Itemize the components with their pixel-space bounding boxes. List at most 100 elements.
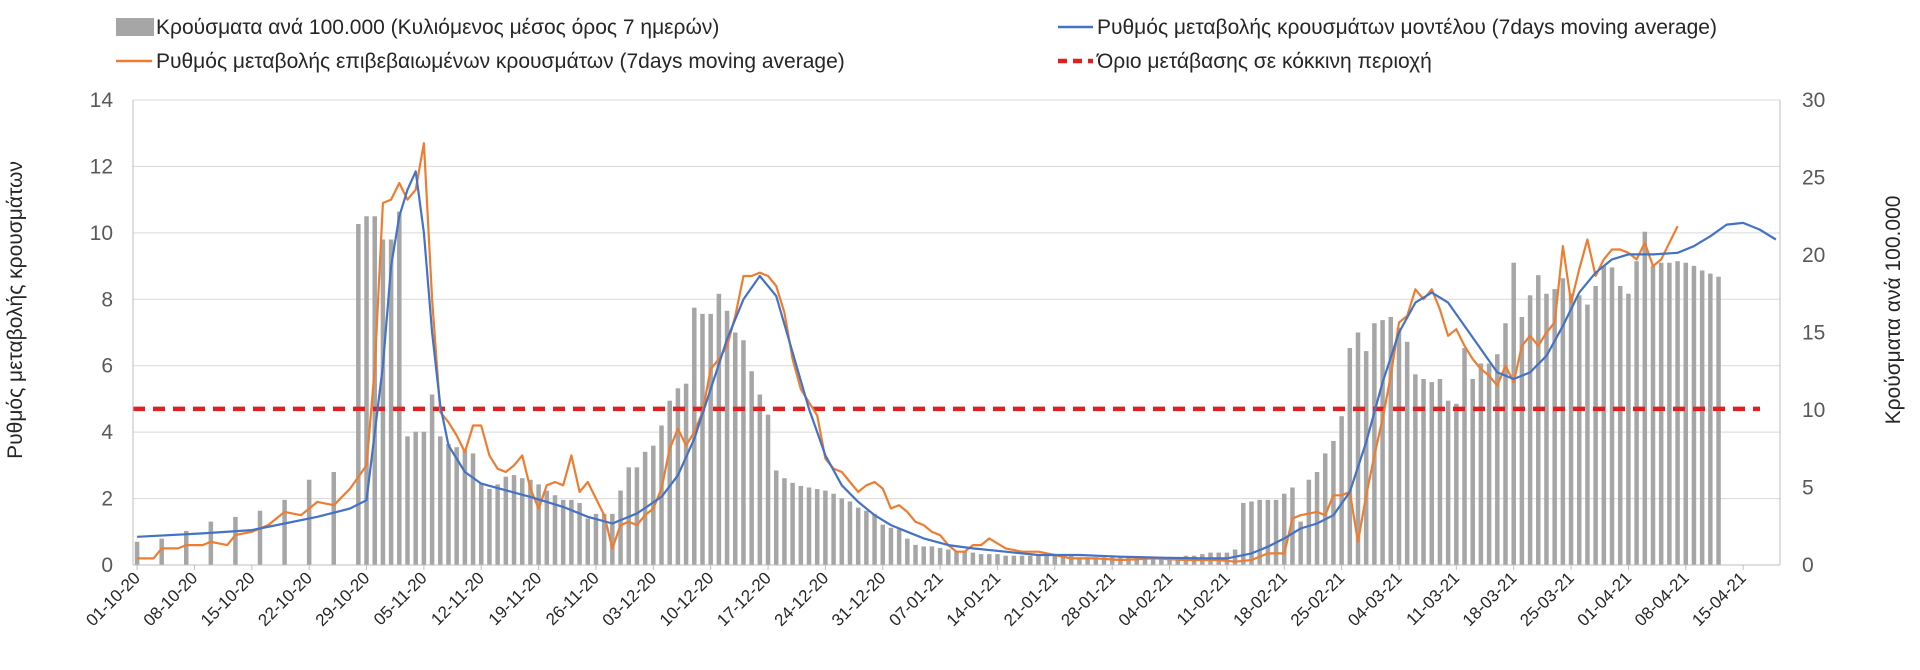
bar-144: [1462, 348, 1467, 565]
bar-52: [708, 313, 713, 565]
y-right-tick-4: 20: [1802, 244, 1825, 267]
x-tick-26: 01-04-21: [1574, 568, 1636, 630]
y-right-tick-3: 15: [1802, 322, 1825, 345]
bar-121: [1273, 499, 1279, 565]
bar-38: [593, 513, 599, 565]
y-right-tick-0: 0: [1802, 554, 1814, 577]
bar-11: [372, 216, 377, 565]
bar-105: [1142, 557, 1148, 565]
bar-166: [1642, 231, 1648, 565]
bar-163: [1617, 286, 1623, 565]
bar-58: [757, 394, 763, 565]
bar-54: [724, 310, 730, 565]
bar-147: [1486, 363, 1492, 565]
bar-27: [503, 476, 509, 565]
bar-127: [1322, 453, 1328, 565]
bar-136: [1396, 327, 1402, 565]
legend-confirmed-label: Ρυθμός μεταβολής επιβεβαιωμένων κρουσμάτ…: [156, 50, 845, 73]
bar-107: [1159, 557, 1164, 565]
bar-99: [1093, 557, 1099, 565]
bar-23: [470, 453, 476, 565]
bar-134: [1380, 320, 1385, 565]
x-tick-19: 11-02-21: [1173, 568, 1234, 629]
bar-156: [1560, 278, 1566, 565]
bar-158: [1576, 295, 1582, 565]
bar-119: [1257, 499, 1262, 565]
x-tick-4: 29-10-20: [312, 568, 374, 630]
bar-39: [601, 513, 607, 565]
bar-51: [700, 313, 705, 565]
y-left-tick-7: 14: [90, 89, 114, 112]
y-left-tick-3: 6: [101, 355, 113, 378]
bar-141: [1437, 379, 1443, 565]
bar-85: [978, 554, 984, 565]
bar-137: [1404, 341, 1410, 565]
y-right-tick-1: 5: [1802, 477, 1814, 500]
x-tick-23: 11-03-21: [1402, 568, 1463, 629]
bar-162: [1609, 267, 1615, 565]
bar-149: [1503, 323, 1508, 565]
bar-128: [1331, 441, 1336, 565]
legend: Κρούσματα ανά 100.000 (Κυλιόμενος μέσος …: [116, 16, 1717, 73]
bar-28: [511, 475, 517, 565]
legend-model-label: Ρυθμός μεταβολής κρουσμάτων μοντέλου (7d…: [1097, 16, 1717, 39]
bar-81: [946, 549, 951, 565]
model-rate-line: [137, 170, 1777, 560]
y-left-tick-1: 2: [101, 488, 113, 511]
x-tick-3: 22-10-20: [254, 568, 316, 630]
bar-84: [970, 552, 976, 565]
y-axis-right-ticks: 0 5 10 15 20 25 30: [1802, 89, 1825, 577]
gridlines: [133, 99, 1780, 566]
bar-7: [306, 479, 312, 565]
legend-bars-label: Κρούσματα ανά 100.000 (Κυλιόμενος μέσος …: [156, 16, 719, 39]
bar-67: [831, 493, 836, 565]
bar-95: [1060, 557, 1066, 565]
bar-100: [1101, 557, 1107, 565]
bar-61: [782, 478, 787, 565]
bar-169: [1667, 262, 1672, 565]
bar-108: [1167, 558, 1172, 565]
bar-155: [1552, 289, 1557, 565]
bar-93: [1044, 555, 1049, 565]
bar-1: [159, 538, 164, 565]
bar-167: [1650, 265, 1656, 565]
bar-150: [1511, 262, 1516, 565]
y-axis-right-title: Κρούσματα ανά 100.000: [1882, 196, 1905, 425]
bar-78: [921, 546, 926, 565]
bar-57: [749, 371, 754, 565]
bar-83: [962, 551, 967, 565]
bar-154: [1544, 293, 1549, 565]
bar-124: [1298, 521, 1303, 565]
bar-168: [1658, 262, 1664, 565]
bar-88: [1003, 555, 1008, 565]
bar-160: [1593, 286, 1598, 565]
bar-30: [528, 479, 533, 565]
bar-69: [847, 501, 853, 565]
bar-20: [446, 444, 451, 565]
bar-19: [438, 436, 443, 565]
bar-120: [1265, 499, 1271, 565]
x-tick-1: 08-10-20: [140, 568, 202, 630]
bar-49: [683, 383, 689, 565]
bar-17: [421, 431, 427, 565]
y-left-tick-0: 0: [101, 554, 113, 577]
bar-13: [388, 239, 394, 565]
bar-151: [1519, 317, 1525, 565]
bar-123: [1290, 487, 1295, 565]
bar-37: [585, 518, 591, 565]
x-tick-0: 01-10-20: [82, 568, 144, 630]
bar-148: [1495, 354, 1500, 565]
bar-25: [487, 489, 492, 565]
bar-68: [839, 498, 845, 565]
confirmed-rate-line: [137, 142, 1679, 563]
bar-33: [552, 495, 558, 565]
bar-174: [1708, 273, 1713, 565]
bar-153: [1536, 275, 1541, 565]
bar-142: [1445, 400, 1451, 565]
bar-96: [1068, 555, 1074, 565]
bar-89: [1011, 555, 1017, 565]
bar-170: [1675, 261, 1680, 565]
bar-102: [1118, 557, 1123, 565]
bar-70: [855, 507, 861, 565]
